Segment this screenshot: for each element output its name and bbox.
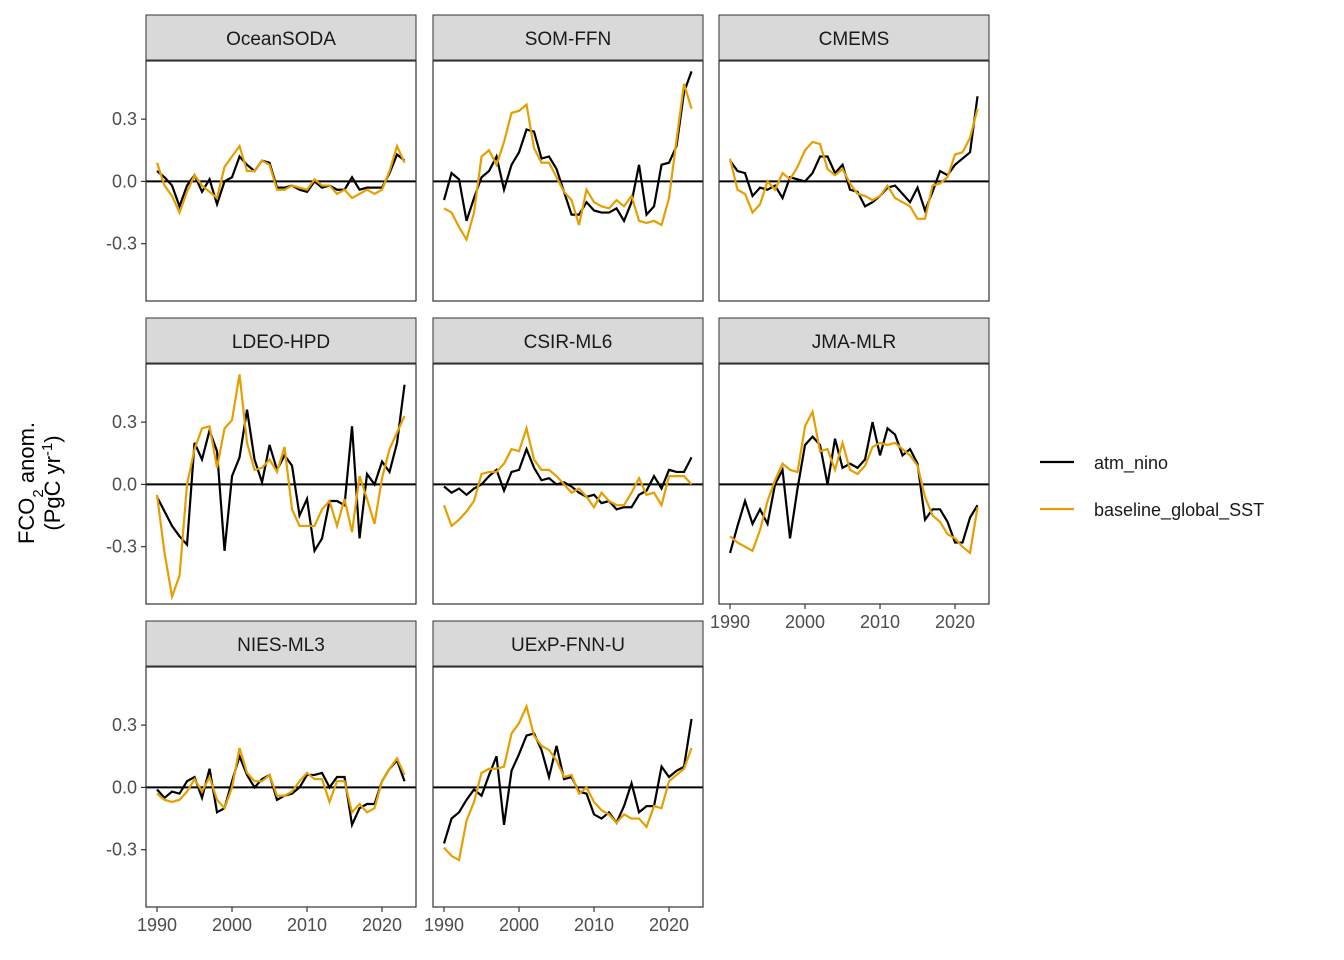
y-tick-label: 0.0: [112, 777, 137, 797]
series-line: [155, 142, 406, 216]
y-title-part: ): [40, 435, 65, 442]
strip: [145, 317, 417, 364]
y-tick-label: 0.3: [112, 109, 137, 129]
strip: [718, 317, 990, 364]
panel-border: [432, 363, 704, 605]
panel-border: [718, 363, 990, 605]
x-tick-label: 2010: [287, 915, 327, 935]
strip: [718, 14, 990, 61]
series-line: [728, 108, 979, 220]
x-tick-label: 2020: [649, 915, 689, 935]
y-title-part: FCO: [14, 498, 39, 544]
y-tick-label: -0.3: [106, 840, 137, 860]
x-tick-label: 2010: [860, 612, 900, 632]
strip-title: JMA-MLR: [812, 332, 896, 353]
y-tick-label: 0.3: [112, 715, 137, 735]
y-title-sup: -1: [39, 443, 56, 456]
legend-label: atm_nino: [1094, 453, 1168, 474]
series-line: [155, 374, 406, 601]
panel-border: [718, 60, 990, 302]
series-line: [442, 424, 693, 528]
y-title-part: anom.: [14, 422, 39, 489]
x-tick-label: 2020: [935, 612, 975, 632]
series-line: [443, 703, 693, 862]
y-axis-title-line1: FCO2 anom.: [14, 422, 47, 544]
strip: [432, 317, 704, 364]
strip-title: SOM-FFN: [525, 29, 612, 50]
y-tick-label: -0.3: [106, 234, 137, 254]
series-line: [729, 96, 979, 214]
strip-title: UExP-FNN-U: [511, 635, 625, 656]
y-tick-label: 0.3: [112, 412, 137, 432]
x-tick-label: 1990: [710, 612, 750, 632]
strip: [432, 620, 704, 667]
series-line: [442, 71, 693, 224]
panel-border: [432, 60, 704, 302]
x-tick-label: 2010: [574, 915, 614, 935]
y-title-part: (PgC yr: [40, 456, 65, 531]
strip: [145, 620, 417, 667]
strip-title: CMEMS: [819, 29, 890, 50]
strip-title: LDEO-HPD: [232, 332, 330, 353]
x-tick-label: 2020: [362, 915, 402, 935]
strip-title: OceanSODA: [226, 29, 336, 50]
y-tick-label: 0.0: [112, 474, 137, 494]
strip-title: CSIR-ML6: [524, 332, 613, 353]
series-line: [443, 83, 693, 243]
y-tick-label: 0.0: [112, 171, 137, 191]
strip-title: NIES-ML3: [237, 635, 325, 656]
y-tick-label: -0.3: [106, 537, 137, 557]
series-line: [156, 747, 406, 815]
series-line: [442, 718, 693, 844]
legend-label: baseline_global_SST: [1094, 500, 1264, 521]
strip: [145, 14, 417, 61]
strip: [432, 14, 704, 61]
x-tick-label: 2000: [499, 915, 539, 935]
x-tick-label: 1990: [137, 915, 177, 935]
x-tick-label: 2000: [212, 915, 252, 935]
y-axis-title: FCO2 anom. (PgC yr-1): [14, 422, 65, 544]
x-tick-label: 2000: [785, 612, 825, 632]
panel-border: [432, 666, 704, 908]
series-line: [728, 421, 979, 554]
y-axis-title-line2: (PgC yr-1): [39, 435, 66, 530]
series-line: [156, 152, 406, 210]
series-line: [443, 446, 693, 511]
series-line: [729, 408, 979, 556]
y-title-sub: 2: [30, 489, 47, 497]
x-tick-label: 1990: [424, 915, 464, 935]
